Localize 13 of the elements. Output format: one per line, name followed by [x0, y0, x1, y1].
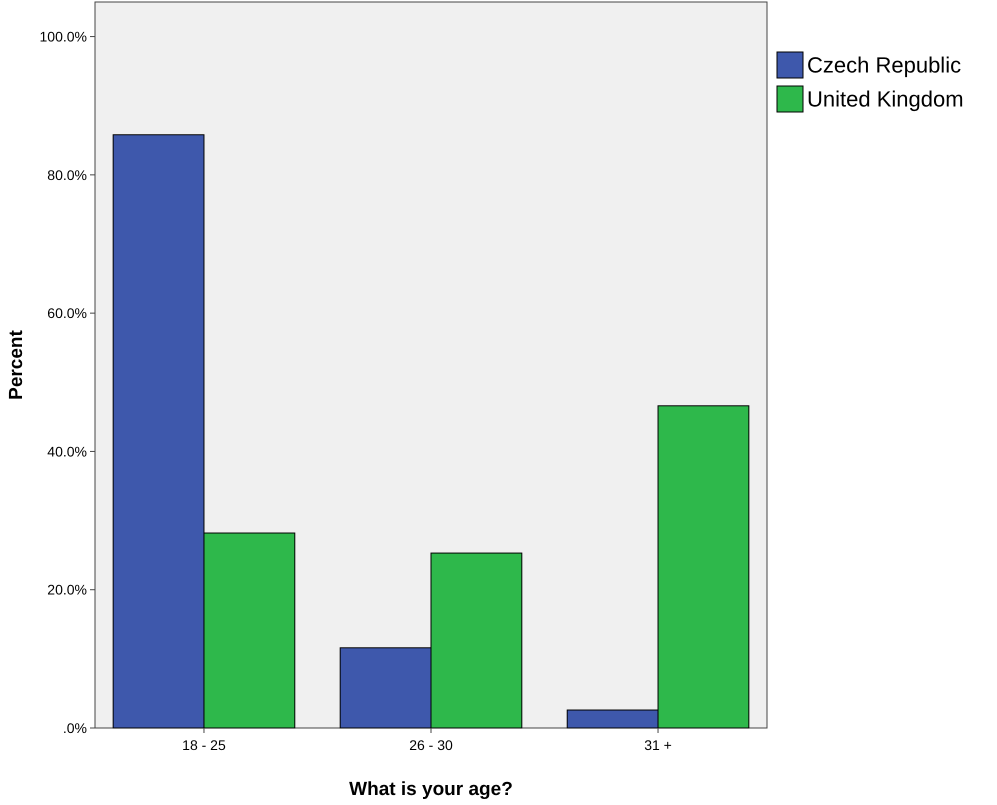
y-tick-label: 100.0%: [40, 28, 87, 44]
y-tick-label: 40.0%: [47, 443, 87, 460]
y-tick-label: 80.0%: [47, 166, 87, 183]
y-tick-label: 20.0%: [47, 582, 87, 598]
x-tick-label: 26 - 30: [409, 737, 454, 753]
y-tick-label: 60.0%: [47, 305, 87, 322]
x-tick-label: 31 +: [644, 737, 672, 753]
x-axis-title: What is your age?: [349, 779, 513, 800]
y-tick-label: .0%: [62, 720, 87, 736]
legend-label: Czech Republic: [807, 52, 962, 78]
x-tick-label: 18 - 25: [182, 737, 226, 753]
legend-label: United Kingdom: [807, 86, 964, 112]
y-axis-title: Percent: [6, 329, 27, 400]
